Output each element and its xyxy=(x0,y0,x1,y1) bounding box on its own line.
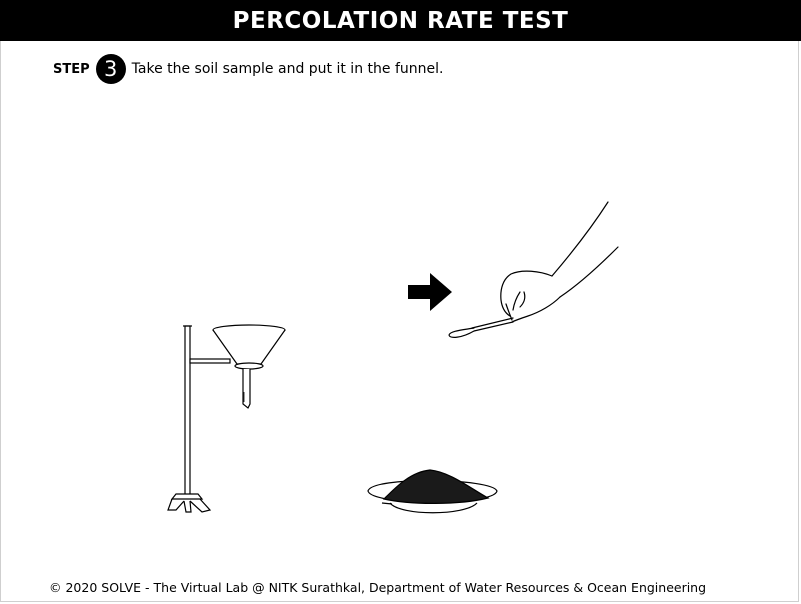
hand-with-spatula[interactable] xyxy=(448,201,619,338)
soil-sample xyxy=(382,469,490,504)
next-arrow-icon xyxy=(408,273,452,311)
step-instruction: STEP 3 Take the soil sample and put it i… xyxy=(53,54,444,84)
funnel-stand[interactable] xyxy=(167,324,286,513)
step-text: Take the soil sample and put it in the f… xyxy=(131,61,444,77)
title-bar: PERCOLATION RATE TEST xyxy=(0,0,801,41)
step-number-badge: 3 xyxy=(95,54,126,84)
step-label: STEP xyxy=(53,61,90,77)
spatula[interactable] xyxy=(448,317,514,338)
page-title: PERCOLATION RATE TEST xyxy=(232,7,569,34)
soil-dish[interactable] xyxy=(367,469,498,514)
funnel[interactable] xyxy=(212,324,286,409)
footer-copyright: © 2020 SOLVE - The Virtual Lab @ NITK Su… xyxy=(49,580,707,595)
